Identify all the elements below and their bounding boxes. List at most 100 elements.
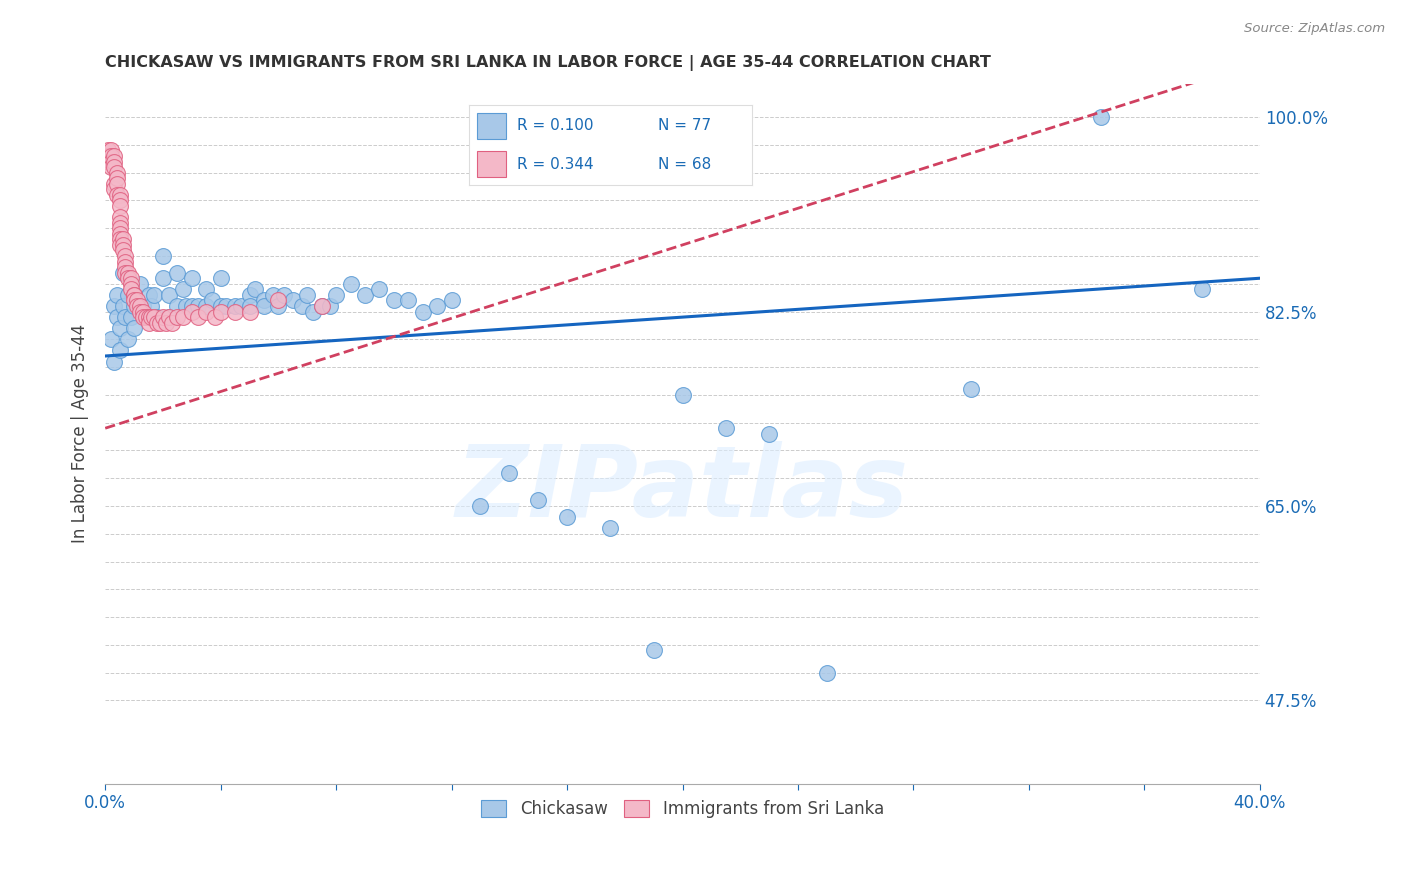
Point xyxy=(122,288,145,302)
Point xyxy=(100,149,122,163)
Legend: Chickasaw, Immigrants from Sri Lanka: Chickasaw, Immigrants from Sri Lanka xyxy=(475,793,890,824)
Point xyxy=(141,310,163,325)
Point xyxy=(122,299,145,313)
Point xyxy=(290,299,312,313)
Point xyxy=(105,288,128,302)
Point xyxy=(103,160,125,174)
Point xyxy=(152,310,174,325)
Point xyxy=(125,299,148,313)
Point xyxy=(128,304,150,318)
Point xyxy=(132,304,155,318)
Point xyxy=(108,199,131,213)
Point xyxy=(238,288,260,302)
Point xyxy=(111,299,134,313)
Point xyxy=(138,316,160,330)
Point xyxy=(120,271,142,285)
Point xyxy=(103,177,125,191)
Point xyxy=(238,304,260,318)
Point xyxy=(319,299,342,313)
Point xyxy=(440,293,463,308)
Point xyxy=(149,316,172,330)
Point xyxy=(128,277,150,291)
Point xyxy=(100,160,122,174)
Point xyxy=(671,388,693,402)
Point xyxy=(120,277,142,291)
Point xyxy=(339,277,361,291)
Point xyxy=(97,149,120,163)
Point xyxy=(253,293,276,308)
Point xyxy=(273,288,295,302)
Point xyxy=(1090,110,1112,124)
Point xyxy=(100,144,122,158)
Point xyxy=(100,332,122,346)
Point xyxy=(108,343,131,358)
Point xyxy=(108,221,131,235)
Point xyxy=(714,421,737,435)
Point xyxy=(281,293,304,308)
Point xyxy=(229,299,252,313)
Point xyxy=(114,254,136,268)
Point xyxy=(157,310,180,325)
Point xyxy=(157,310,180,325)
Point xyxy=(103,149,125,163)
Point xyxy=(141,299,163,313)
Point xyxy=(412,304,434,318)
Point xyxy=(105,188,128,202)
Point xyxy=(152,271,174,285)
Point xyxy=(960,382,983,396)
Point xyxy=(108,188,131,202)
Point xyxy=(108,194,131,208)
Point xyxy=(111,232,134,246)
Point xyxy=(138,288,160,302)
Point xyxy=(114,310,136,325)
Point xyxy=(426,299,449,313)
Point xyxy=(215,299,238,313)
Point xyxy=(120,282,142,296)
Point xyxy=(354,288,377,302)
Point xyxy=(172,282,194,296)
Point xyxy=(111,266,134,280)
Point xyxy=(108,321,131,335)
Point xyxy=(643,643,665,657)
Point xyxy=(155,316,177,330)
Point xyxy=(311,299,333,313)
Point xyxy=(224,299,246,313)
Point xyxy=(108,232,131,246)
Point xyxy=(180,271,202,285)
Point xyxy=(187,310,209,325)
Point xyxy=(111,238,134,252)
Point xyxy=(105,177,128,191)
Point xyxy=(262,288,284,302)
Point xyxy=(209,304,232,318)
Point xyxy=(146,316,169,330)
Point xyxy=(103,354,125,368)
Point xyxy=(125,293,148,308)
Point xyxy=(180,304,202,318)
Point xyxy=(114,266,136,280)
Point xyxy=(368,282,391,296)
Point xyxy=(117,332,139,346)
Point xyxy=(128,299,150,313)
Point xyxy=(103,299,125,313)
Point xyxy=(122,288,145,302)
Point xyxy=(311,299,333,313)
Point xyxy=(122,293,145,308)
Text: ZIPatlas: ZIPatlas xyxy=(456,442,910,538)
Point xyxy=(138,310,160,325)
Point xyxy=(267,299,290,313)
Point xyxy=(105,310,128,325)
Point xyxy=(209,271,232,285)
Point xyxy=(267,293,290,308)
Point xyxy=(253,299,276,313)
Point xyxy=(180,299,202,313)
Point xyxy=(114,249,136,263)
Point xyxy=(132,299,155,313)
Point xyxy=(172,310,194,325)
Point xyxy=(758,426,780,441)
Point xyxy=(152,249,174,263)
Point xyxy=(117,266,139,280)
Point xyxy=(396,293,419,308)
Point xyxy=(302,304,325,318)
Point xyxy=(160,316,183,330)
Y-axis label: In Labor Force | Age 35-44: In Labor Force | Age 35-44 xyxy=(72,324,89,543)
